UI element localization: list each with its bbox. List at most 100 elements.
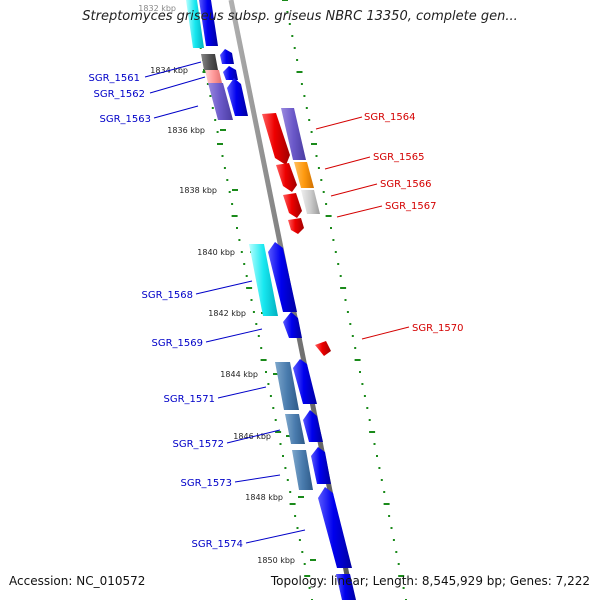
ruler-dot — [339, 275, 342, 277]
ruler-dot — [308, 119, 311, 121]
ruler-dot — [286, 479, 289, 481]
gene-label[interactable]: SGR_1571 — [164, 394, 216, 405]
gene-label[interactable]: SGR_1567 — [385, 201, 437, 212]
ruler-dot — [255, 323, 258, 325]
gene-feature[interactable] — [205, 70, 222, 83]
leader-line — [217, 386, 267, 399]
gene-feature[interactable] — [283, 193, 302, 218]
topology-text: Topology: linear; Length: 8,545,929 bp; … — [270, 574, 590, 588]
ruler-dot — [392, 539, 395, 541]
ruler-dot — [274, 419, 277, 421]
ruler-tick-mark — [232, 189, 238, 191]
ruler-tick-mark — [273, 373, 279, 375]
gene-feature[interactable] — [294, 162, 314, 188]
leader-line — [330, 183, 378, 197]
ruler-tick-mark — [220, 129, 226, 131]
ruler-dot — [325, 203, 328, 205]
gene-feature[interactable] — [249, 244, 278, 316]
ruler-dot — [303, 563, 306, 565]
gene-label[interactable]: SGR_1573 — [181, 478, 233, 489]
ruler-dot — [344, 299, 347, 301]
gene-features — [186, 0, 356, 600]
ruler-dot — [275, 431, 282, 433]
ruler-dot — [325, 215, 332, 217]
ruler-dot — [397, 563, 400, 565]
gene-feature[interactable] — [186, 0, 204, 48]
ruler-dot — [243, 263, 246, 265]
ruler-dot — [206, 83, 209, 85]
ruler-dot — [315, 155, 318, 157]
gene-feature[interactable] — [208, 83, 233, 120]
gene-feature[interactable] — [288, 218, 304, 234]
ruler-dot — [257, 335, 260, 337]
gene-label[interactable]: SGR_1565 — [373, 152, 425, 163]
ruler-dot — [282, 0, 288, 1]
gene-feature[interactable] — [318, 487, 352, 568]
gene-feature[interactable] — [336, 574, 356, 600]
gene-label[interactable]: SGR_1572 — [173, 439, 225, 450]
ruler-dot — [369, 431, 376, 433]
gene-label[interactable]: SGR_1563 — [100, 114, 152, 125]
gene-label[interactable]: SGR_1566 — [380, 179, 432, 190]
ruler-dot — [380, 479, 383, 481]
ruler-tick-label: 1848 kbp — [245, 493, 283, 502]
ruler-dot — [346, 311, 349, 313]
gene-feature[interactable] — [223, 66, 238, 80]
ruler-dot — [216, 131, 219, 133]
gene-feature[interactable] — [315, 341, 331, 356]
ruler-dot — [231, 215, 238, 217]
gene-feature[interactable] — [268, 242, 297, 312]
leader-line — [195, 280, 253, 295]
gene-label[interactable]: SGR_1574 — [192, 539, 244, 550]
ruler-dot — [265, 371, 267, 373]
ruler-dot — [310, 131, 313, 133]
ruler-dot — [298, 539, 301, 541]
gene-feature[interactable] — [303, 410, 323, 442]
ruler-dot — [305, 107, 308, 109]
gene-feature[interactable] — [227, 78, 248, 116]
leader-line — [315, 116, 363, 130]
ruler-dot — [359, 371, 361, 373]
accession-text: Accession: NC_010572 — [9, 574, 146, 588]
gene-feature[interactable] — [285, 414, 305, 444]
leader-lines — [144, 61, 410, 544]
gene-feature[interactable] — [276, 163, 297, 192]
gene-feature[interactable] — [199, 0, 218, 46]
ruler-dot — [300, 83, 303, 85]
ruler-dot — [294, 515, 297, 517]
gene-feature[interactable] — [220, 49, 234, 64]
leader-line — [324, 156, 371, 170]
ruler-dot — [226, 179, 229, 181]
ruler-dot — [340, 287, 347, 289]
gene-label[interactable]: SGR_1569 — [152, 338, 204, 349]
ruler-tick-label: 1832 kbp — [138, 4, 176, 13]
ruler-dot — [354, 347, 357, 349]
ruler-dot — [390, 527, 393, 529]
leader-line — [361, 326, 410, 340]
gene-feature[interactable] — [301, 190, 320, 214]
ruler-tick-mark — [310, 559, 316, 561]
gene-label[interactable]: SGR_1562 — [94, 89, 146, 100]
gene-feature[interactable] — [293, 359, 317, 404]
gene-label[interactable]: SGR_1561 — [89, 73, 141, 84]
gene-feature[interactable] — [275, 362, 299, 410]
gene-label[interactable]: SGR_1570 — [412, 323, 464, 334]
gene-feature[interactable] — [292, 450, 313, 490]
gene-feature[interactable] — [262, 113, 290, 165]
gene-feature[interactable] — [283, 312, 302, 338]
ruler-dot — [332, 239, 335, 241]
ruler-dot — [245, 275, 248, 277]
ruler-dot — [334, 251, 337, 253]
ruler-dot — [398, 575, 405, 577]
gene-feature[interactable] — [311, 447, 331, 484]
ruler-dot — [388, 515, 391, 517]
ruler-dot — [354, 359, 361, 361]
gene-feature[interactable] — [281, 108, 306, 160]
gene-feature[interactable] — [201, 54, 218, 70]
gene-label[interactable]: SGR_1564 — [364, 112, 416, 123]
leader-line — [336, 205, 383, 218]
ruler-tick-mark — [286, 435, 292, 437]
gene-label[interactable]: SGR_1568 — [142, 290, 194, 301]
ruler-dot — [317, 167, 320, 169]
ruler-dot — [349, 323, 352, 325]
